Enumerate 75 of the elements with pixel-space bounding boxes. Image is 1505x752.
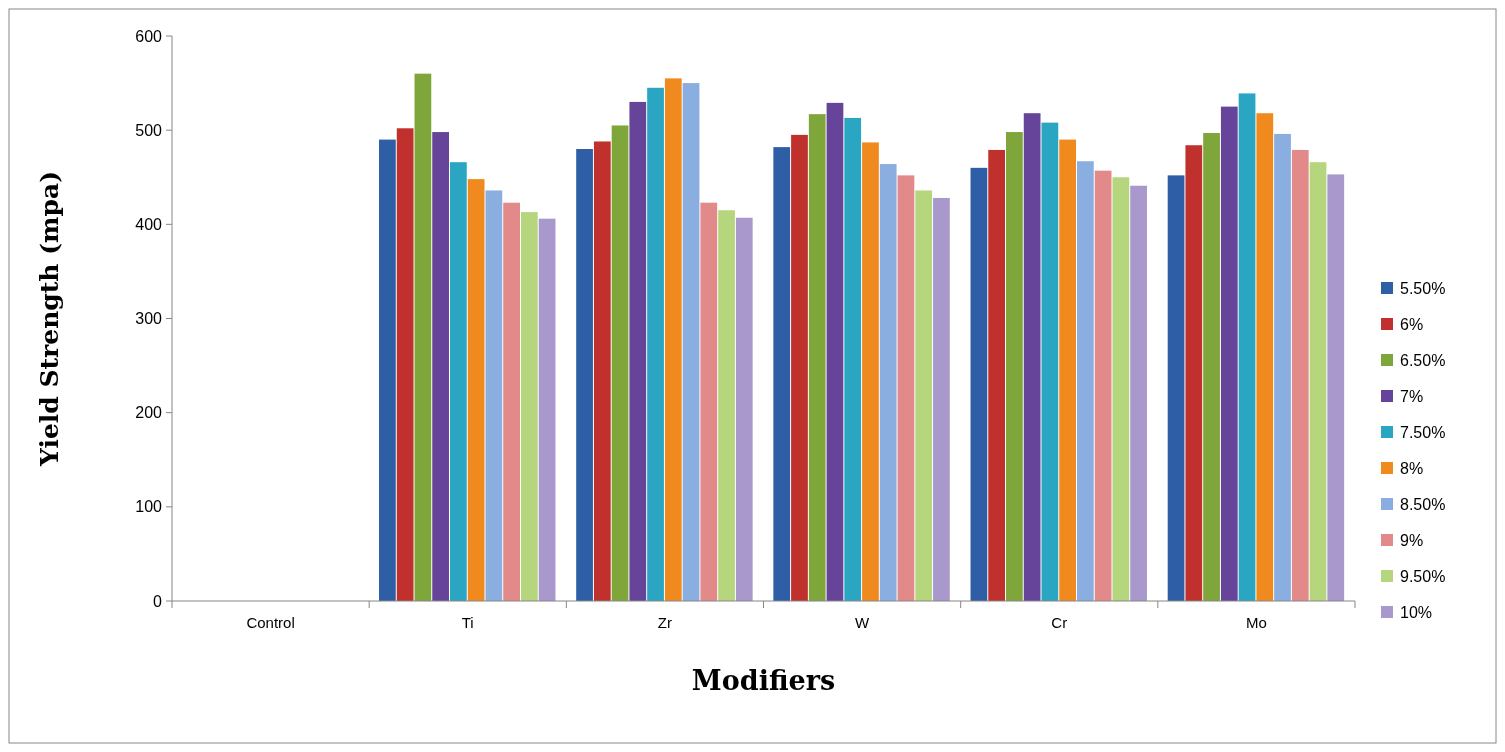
y-tick-label: 600 <box>135 27 163 45</box>
legend-label: 5.50% <box>1400 279 1446 297</box>
bar <box>538 218 556 601</box>
bar <box>933 197 950 601</box>
bar <box>1256 113 1274 601</box>
bar <box>1203 132 1220 601</box>
bar <box>1059 139 1076 601</box>
legend-label: 8% <box>1400 459 1424 477</box>
y-axis-title: Yield Strength (mpa) <box>35 170 64 468</box>
bar <box>664 78 682 601</box>
x-tick-label: Cr <box>1051 614 1068 631</box>
bar <box>808 114 826 601</box>
bar <box>1327 174 1345 601</box>
bar <box>879 164 897 601</box>
legend-label: 7.50% <box>1400 423 1446 441</box>
legend-label: 6% <box>1400 315 1424 333</box>
bar <box>988 149 1006 601</box>
bar <box>897 175 915 601</box>
bar <box>773 147 791 601</box>
bar <box>970 167 988 601</box>
bar <box>1238 93 1256 601</box>
bar <box>862 142 879 601</box>
bar <box>647 87 664 601</box>
bar <box>593 141 611 601</box>
legend-label: 9.50% <box>1400 567 1446 585</box>
x-tick-label: Zr <box>657 614 672 631</box>
bar <box>629 101 647 601</box>
bar <box>915 190 933 601</box>
bar <box>1291 149 1309 601</box>
y-tick-label: 200 <box>135 404 163 422</box>
bar <box>1112 177 1130 601</box>
bar <box>735 217 753 601</box>
bar <box>1274 133 1291 601</box>
bar <box>503 202 520 601</box>
bar <box>700 202 718 601</box>
legend-label: 7% <box>1400 387 1424 405</box>
bar <box>485 190 503 601</box>
bar <box>1076 161 1094 601</box>
x-tick-label: Mo <box>1245 614 1267 631</box>
bar <box>1006 132 1023 601</box>
bar <box>791 134 808 601</box>
bar <box>1094 170 1112 601</box>
bar <box>1023 113 1041 601</box>
bar <box>844 117 862 601</box>
bar <box>467 179 485 601</box>
y-tick-label: 300 <box>135 310 163 328</box>
bar <box>611 125 629 601</box>
y-tick-label: 100 <box>135 498 163 516</box>
y-tick-label: 0 <box>153 592 163 610</box>
bar <box>396 128 414 601</box>
bar <box>826 102 844 601</box>
bar <box>1041 122 1059 601</box>
bar <box>1185 145 1203 601</box>
bar <box>414 73 432 601</box>
bar <box>1220 106 1238 601</box>
bar <box>379 139 396 601</box>
bar <box>1309 162 1327 601</box>
bar <box>718 210 735 601</box>
bar <box>1130 185 1147 601</box>
y-tick-label: 400 <box>135 215 163 233</box>
x-axis-title: Modifiers <box>691 665 836 696</box>
bar <box>1167 175 1185 601</box>
bar <box>520 212 538 601</box>
legend-label: 8.50% <box>1400 495 1446 513</box>
legend-label: 10% <box>1400 603 1433 621</box>
x-tick-label: Control <box>246 614 295 631</box>
y-tick-label: 500 <box>135 121 163 139</box>
x-tick-label: W <box>855 614 870 631</box>
legend-label: 6.50% <box>1400 351 1446 369</box>
bar <box>450 162 467 601</box>
legend-label: 9% <box>1400 531 1424 549</box>
bar <box>432 132 450 601</box>
bar <box>576 149 593 601</box>
bar <box>682 83 700 601</box>
x-tick-label: Ti <box>461 614 474 631</box>
